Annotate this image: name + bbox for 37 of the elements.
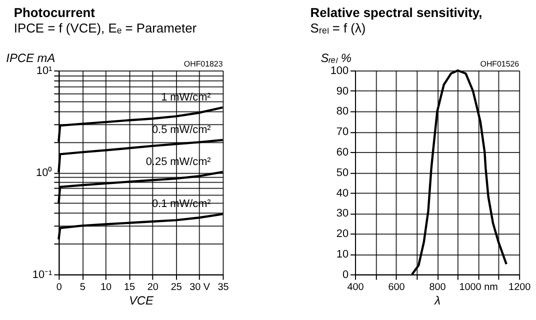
x-tick-label: 5 (80, 282, 86, 293)
y-tick-label: 80 (336, 106, 349, 118)
x-tick-label: 1200 (508, 282, 532, 293)
y-tick-label: 100 (330, 64, 349, 77)
x-tick-label: 25 (170, 282, 182, 293)
x-tick-label: 1000 nm (459, 282, 498, 293)
y-tick-label: 10⁰ (36, 166, 52, 179)
chart-title: Photocurrent (14, 4, 96, 20)
x-axis-title: λ (434, 294, 441, 308)
x-axis-title: VCE (128, 294, 155, 308)
y-tick-label: 10⁻¹ (32, 268, 53, 281)
x-tick-label: 0 (56, 282, 62, 293)
x-tick-label: 800 (429, 282, 446, 293)
chart-title: Relative spectral sensitivity, (310, 4, 482, 20)
y-axis-title: Sᵣₑₗ % (320, 51, 352, 66)
text: OHF01526 (480, 60, 520, 69)
y-tick-label: 70 (336, 126, 349, 138)
y-tick-label: 10 (336, 248, 349, 260)
y-tick-label: 20 (336, 228, 349, 240)
y-tick-label: 60 (336, 146, 349, 159)
y-tick-label: 0 (342, 268, 349, 281)
x-tick-label: 600 (388, 282, 406, 293)
y-tick-label: 90 (336, 85, 349, 98)
chart-subtitle: IPCE = f (VCE), Eₑ = Parameter (14, 20, 198, 36)
x-tick-label: 400 (347, 282, 364, 293)
x-tick-label: 30 V (190, 282, 210, 293)
x-tick-label: 10 (100, 282, 112, 293)
x-tick-label: 20 (147, 282, 159, 293)
x-tick-label: 35 (218, 282, 230, 293)
y-axis-title: IPCE mA (6, 51, 56, 66)
x-tick-label: 15 (124, 282, 136, 293)
text: OHF01823 (184, 60, 224, 69)
chart-subtitle: Sᵣₑₗ = f (λ) (310, 20, 366, 36)
y-tick-label: 50 (336, 166, 349, 179)
y-tick-label: 40 (336, 187, 349, 200)
y-tick-label: 10¹ (36, 64, 53, 77)
y-tick-label: 30 (336, 208, 349, 220)
